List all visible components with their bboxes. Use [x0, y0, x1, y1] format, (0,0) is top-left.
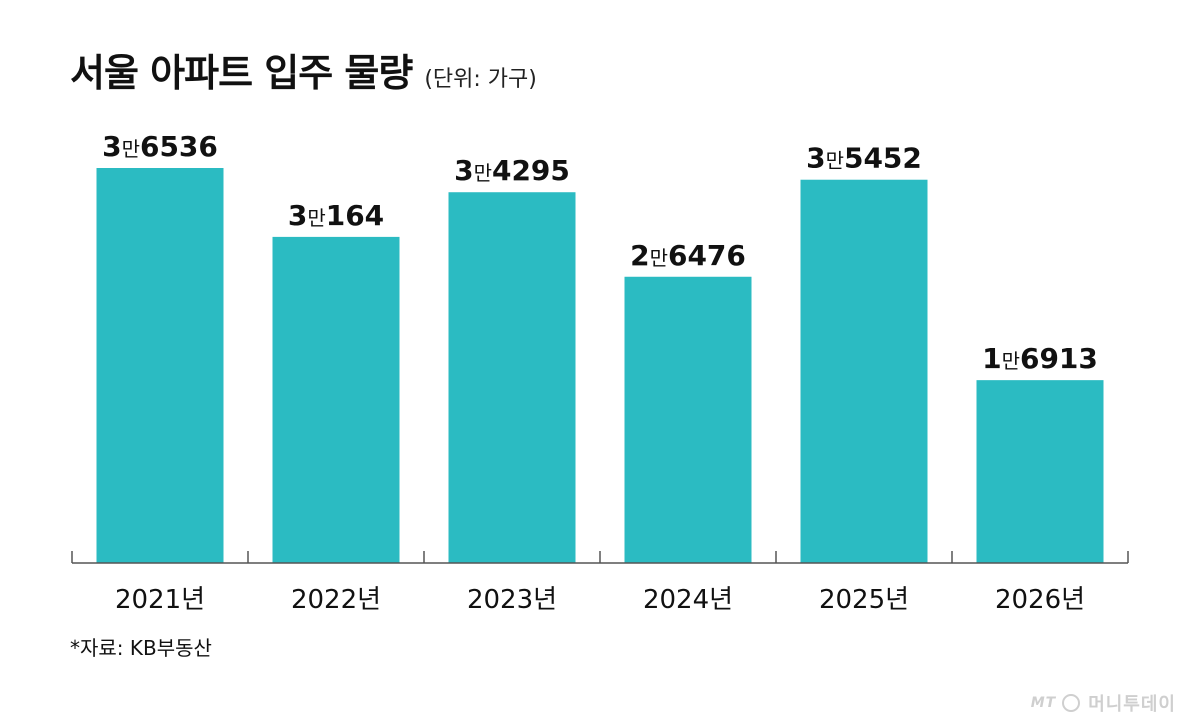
bars-group: [96, 168, 1104, 563]
x-tick-label-3: 2024년: [643, 585, 733, 615]
data-label-0: 3만6536: [102, 130, 218, 163]
x-axis: [71, 551, 1129, 564]
x-tick-labels-group: 2021년 2022년 2023년 2024년 2025년 2026년: [115, 585, 1085, 615]
data-label-1: 3만164: [288, 199, 384, 232]
brand-logo-icon: [1062, 694, 1081, 712]
x-tick-label-5: 2026년: [995, 585, 1085, 615]
title-row: 서울 아파트 입주 물량 (단위: 가구): [70, 42, 537, 97]
source-note: *자료: KB부동산: [70, 636, 212, 660]
data-label-2: 3만4295: [454, 154, 570, 187]
bar-0: [96, 168, 224, 563]
data-label-3: 2만6476: [630, 239, 746, 272]
bar-1: [272, 236, 400, 563]
bar-3: [624, 276, 752, 563]
chart-title: 서울 아파트 입주 물량: [70, 51, 413, 95]
brand-name: 머니투데이: [1088, 694, 1176, 715]
x-tick-label-0: 2021년: [115, 585, 205, 615]
data-labels-group: 3만6536 3만164 3만4295 2만6476 3만5452 1만6913: [102, 130, 1098, 375]
brand-watermark: MT 머니투데이: [1031, 690, 1176, 716]
x-tick-label-4: 2025년: [819, 585, 909, 615]
x-tick-label-2: 2023년: [467, 585, 557, 615]
data-label-4: 3만5452: [806, 142, 922, 175]
bar-5: [976, 380, 1104, 563]
data-label-5: 1만6913: [982, 342, 1098, 375]
bar-4: [800, 179, 928, 563]
bar-2: [448, 192, 576, 563]
brand-prefix: MT: [1030, 695, 1057, 711]
unit-note: (단위: 가구): [424, 67, 537, 92]
x-tick-label-1: 2022년: [291, 585, 381, 615]
